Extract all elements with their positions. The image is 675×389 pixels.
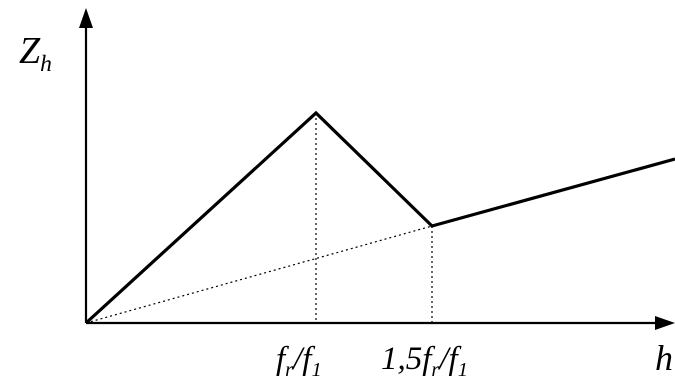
- tick-one-half-pre: 1,5f: [381, 341, 431, 377]
- tick-one-half-sub-1: 1: [458, 359, 468, 381]
- tick-label-one-and-half: 1,5fr/f1: [381, 343, 468, 376]
- x-axis-label: h: [655, 340, 673, 376]
- y-axis-label-base: Z: [19, 30, 40, 72]
- tick-label-resonance: fr/f1: [276, 343, 322, 376]
- tick-one-half-sub-r: r: [431, 359, 439, 381]
- y-axis-label: Zh: [19, 32, 52, 70]
- y-axis-label-sub: h: [40, 51, 52, 77]
- tick-resonance-mid: /f: [293, 341, 311, 377]
- tick-resonance-pre: f: [276, 341, 285, 377]
- tick-resonance-sub-r: r: [285, 359, 293, 381]
- tick-resonance-sub-1: 1: [311, 359, 321, 381]
- tick-one-half-mid: /f: [439, 341, 457, 377]
- y-axis-arrowhead: [79, 8, 93, 28]
- impedance-curve: [86, 113, 675, 323]
- x-axis-arrowhead: [655, 316, 675, 330]
